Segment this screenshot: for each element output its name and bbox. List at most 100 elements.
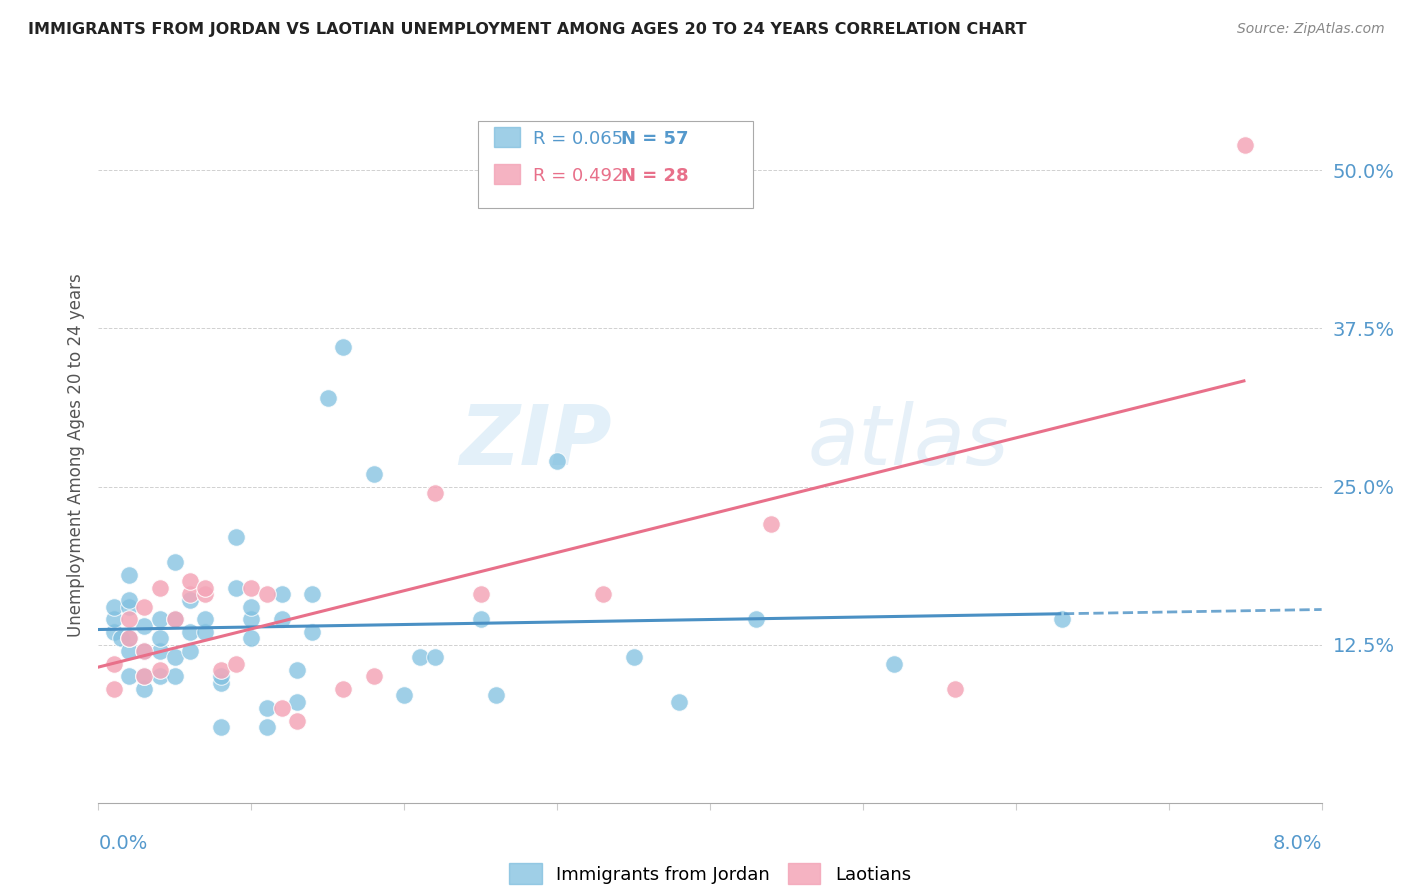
Point: [363, 669, 385, 683]
Point: [759, 517, 782, 532]
Point: [103, 612, 125, 626]
Point: [194, 625, 217, 640]
Point: [103, 625, 125, 640]
Text: 0.0%: 0.0%: [98, 834, 148, 853]
Point: [209, 663, 232, 677]
Point: [134, 681, 156, 696]
Point: [1050, 612, 1073, 626]
Point: [118, 593, 141, 607]
Bar: [494, 163, 520, 184]
Point: [149, 581, 172, 595]
Text: R = 0.065: R = 0.065: [533, 130, 623, 148]
Point: [134, 669, 156, 683]
Point: [392, 688, 416, 702]
Text: IMMIGRANTS FROM JORDAN VS LAOTIAN UNEMPLOYMENT AMONG AGES 20 TO 24 YEARS CORRELA: IMMIGRANTS FROM JORDAN VS LAOTIAN UNEMPL…: [28, 22, 1026, 37]
Legend: Immigrants from Jordan, Laotians: Immigrants from Jordan, Laotians: [502, 856, 918, 891]
Point: [118, 669, 141, 683]
Point: [209, 669, 232, 683]
Text: N = 57: N = 57: [620, 130, 688, 148]
Point: [134, 644, 156, 658]
Point: [423, 486, 446, 500]
Point: [163, 612, 186, 626]
Point: [118, 644, 141, 658]
Point: [332, 681, 354, 696]
Point: [118, 632, 141, 646]
Point: [149, 663, 172, 677]
Point: [163, 612, 186, 626]
Point: [301, 587, 323, 601]
Point: [163, 556, 186, 570]
Bar: [494, 127, 520, 146]
Point: [363, 467, 385, 481]
Point: [134, 669, 156, 683]
Point: [179, 574, 201, 589]
Point: [118, 632, 141, 646]
Point: [179, 625, 201, 640]
Point: [270, 612, 294, 626]
Point: [163, 650, 186, 665]
Point: [668, 695, 690, 709]
Point: [270, 587, 294, 601]
Point: [623, 650, 645, 665]
Point: [883, 657, 905, 671]
Point: [209, 675, 232, 690]
Point: [194, 612, 217, 626]
Point: [194, 587, 217, 601]
Point: [1234, 138, 1257, 153]
Text: atlas: atlas: [808, 401, 1010, 482]
Point: [149, 644, 172, 658]
Point: [270, 701, 294, 715]
Text: ZIP: ZIP: [460, 401, 612, 482]
Point: [332, 340, 354, 354]
Point: [209, 720, 232, 734]
Point: [256, 587, 278, 601]
Point: [592, 587, 614, 601]
Point: [179, 587, 201, 601]
Point: [103, 657, 125, 671]
Point: [225, 657, 247, 671]
Point: [194, 581, 217, 595]
Point: [240, 632, 263, 646]
Point: [118, 568, 141, 582]
Point: [423, 650, 446, 665]
Point: [256, 720, 278, 734]
Point: [470, 612, 492, 626]
Point: [256, 701, 278, 715]
Point: [745, 612, 768, 626]
Point: [225, 581, 247, 595]
Text: Source: ZipAtlas.com: Source: ZipAtlas.com: [1237, 22, 1385, 37]
Point: [110, 632, 132, 646]
Point: [134, 599, 156, 614]
Point: [240, 581, 263, 595]
Point: [179, 644, 201, 658]
FancyBboxPatch shape: [478, 121, 752, 208]
Point: [408, 650, 430, 665]
Point: [485, 688, 508, 702]
Text: N = 28: N = 28: [620, 167, 689, 185]
Point: [149, 669, 172, 683]
Point: [118, 612, 141, 626]
Point: [285, 714, 308, 728]
Point: [103, 681, 125, 696]
Point: [134, 644, 156, 658]
Point: [134, 618, 156, 632]
Point: [163, 669, 186, 683]
Point: [301, 625, 323, 640]
Point: [103, 599, 125, 614]
Point: [470, 587, 492, 601]
Point: [118, 599, 141, 614]
Point: [546, 454, 568, 468]
Point: [179, 593, 201, 607]
Point: [285, 663, 308, 677]
Point: [240, 612, 263, 626]
Point: [316, 391, 339, 405]
Point: [149, 632, 172, 646]
Point: [149, 612, 172, 626]
Point: [285, 695, 308, 709]
Text: R = 0.492: R = 0.492: [533, 167, 623, 185]
Y-axis label: Unemployment Among Ages 20 to 24 years: Unemployment Among Ages 20 to 24 years: [66, 273, 84, 637]
Point: [240, 599, 263, 614]
Text: 8.0%: 8.0%: [1272, 834, 1322, 853]
Point: [943, 681, 966, 696]
Point: [225, 530, 247, 544]
